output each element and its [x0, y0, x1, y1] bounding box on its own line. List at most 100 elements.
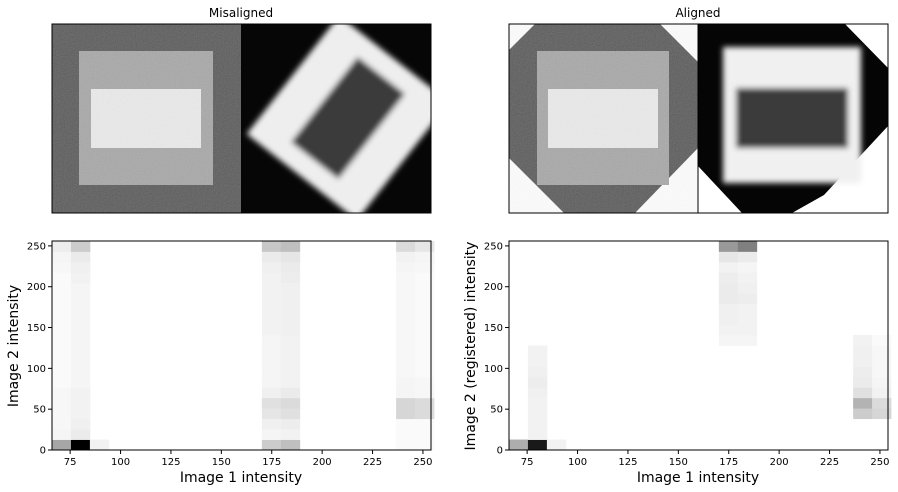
heatmap-cell — [415, 397, 435, 409]
heatmap-cell — [415, 314, 435, 325]
heatmap-cell — [52, 355, 72, 367]
y-tick-label: 200 — [484, 282, 503, 293]
heatmap-cell — [872, 355, 892, 367]
heatmap-cell — [70, 303, 91, 315]
heatmap-cell — [70, 241, 91, 252]
y-tick-label: 100 — [27, 364, 46, 375]
heatmap-cell — [718, 324, 739, 336]
misaligned-frame — [51, 23, 432, 214]
y-axis-label-aligned: Image 2 (registered) intensity — [463, 242, 479, 451]
heatmap-cell — [737, 241, 758, 252]
heatmap-cell — [52, 366, 72, 378]
heatmap-cell — [415, 408, 435, 420]
x-ticks-aligned: 75 100 125 150 175 200 225 250 — [521, 450, 889, 468]
histogram-frame-misaligned — [51, 240, 432, 451]
aligned-frame — [508, 23, 889, 214]
heatmap-cell — [70, 408, 91, 420]
heatmap-cell — [261, 429, 282, 440]
heatmap-cell — [872, 376, 892, 388]
heatmap-cell — [70, 282, 91, 294]
heatmap-cell — [261, 335, 282, 346]
heatmap-cell — [415, 272, 435, 284]
heatmap-cell — [396, 418, 416, 430]
heatmap-cell — [52, 397, 72, 409]
heatmap-cell — [853, 345, 873, 357]
heatmap-cell — [280, 376, 301, 388]
heatmap-cell — [415, 324, 435, 336]
joint-histogram-misaligned: 75 100 125 150 175 200 225 250 050100150200250 … — [6, 240, 435, 486]
heatmap-cell — [280, 251, 301, 263]
heatmap-cell — [509, 439, 529, 451]
heatmap-cell — [70, 397, 91, 409]
y-ticks-aligned: 0 50 100 150 200 250 — [484, 241, 509, 457]
heatmap-cell — [853, 335, 873, 346]
heatmap-cell — [70, 418, 91, 430]
x-tick-label: 200 — [770, 457, 789, 468]
heatmap-cell — [415, 376, 435, 388]
y-ticks-misaligned: 0 50 100 150 200 250 — [27, 241, 52, 457]
x-tick-label: 175 — [262, 457, 281, 468]
heatmap-cell — [396, 345, 416, 357]
heatmap-cell — [89, 439, 110, 451]
heatmap-cell — [737, 293, 758, 305]
y-tick-label: 100 — [484, 364, 503, 375]
heatmap-cell — [52, 272, 72, 284]
heatmap-cell — [396, 261, 416, 273]
heatmap-cell — [261, 397, 282, 409]
heatmap-cell — [853, 397, 873, 409]
heatmap-cell — [280, 293, 301, 305]
heatmap-cell — [280, 408, 301, 420]
heatmap-cell — [872, 408, 892, 420]
heatmap-cell — [261, 345, 282, 357]
heatmap-cell — [737, 282, 758, 294]
heatmap-cell — [261, 293, 282, 305]
heatmap-cell — [70, 293, 91, 305]
misaligned-title: Misaligned — [209, 6, 273, 20]
heatmap-cell — [396, 282, 416, 294]
heatmap-cell — [415, 251, 435, 263]
misaligned-panel: Misaligned — [51, 6, 432, 214]
heatmap-cell — [396, 387, 416, 399]
heatmap-cell — [280, 324, 301, 336]
heatmap-cell — [737, 335, 758, 346]
x-tick-label: 150 — [212, 457, 231, 468]
heatmap-cell — [737, 261, 758, 273]
heatmap-cell — [70, 429, 91, 440]
heatmap-cell — [52, 303, 72, 315]
heatmap-cell — [527, 345, 548, 357]
heatmap-cell — [396, 408, 416, 420]
y-tick-label: 150 — [484, 323, 503, 334]
y-tick-label: 50 — [490, 405, 503, 416]
heatmap-cell — [70, 439, 91, 451]
heatmap-cell — [280, 314, 301, 325]
x-tick-label: 100 — [568, 457, 587, 468]
heatmap-cell — [872, 345, 892, 357]
heatmap-cell — [415, 429, 435, 440]
heatmap-cell — [70, 314, 91, 325]
y-tick-label: 0 — [40, 446, 46, 457]
y-tick-label: 0 — [497, 446, 503, 457]
heatmap-cell — [261, 387, 282, 399]
heatmap-cell — [396, 272, 416, 284]
heatmap-cell — [396, 241, 416, 252]
x-tick-label: 125 — [161, 457, 180, 468]
heatmap-cell — [396, 251, 416, 263]
heatmap-cell — [415, 241, 435, 252]
heatmap-cell — [261, 366, 282, 378]
heatmap-cell — [527, 418, 548, 430]
heatmap-cell — [415, 293, 435, 305]
y-tick-label: 200 — [27, 282, 46, 293]
heatmap-cell — [280, 272, 301, 284]
heatmap-cell — [737, 251, 758, 263]
heatmap-cell — [52, 282, 72, 294]
heatmap-cell — [261, 439, 282, 451]
heatmap-cell — [52, 335, 72, 346]
heatmap-cell — [737, 324, 758, 336]
heatmap-cell — [280, 303, 301, 315]
heatmap-cell — [415, 355, 435, 367]
heatmap-cell — [718, 272, 739, 284]
heatmap-cell — [52, 324, 72, 336]
heatmap-cell — [261, 282, 282, 294]
heatmap-cell — [70, 261, 91, 273]
